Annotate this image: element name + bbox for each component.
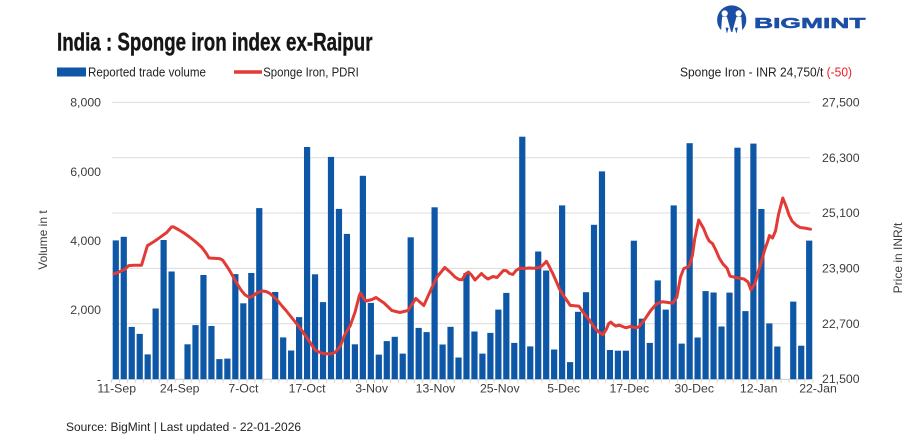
svg-text:6,000: 6,000 xyxy=(70,165,101,179)
svg-text:30-Dec: 30-Dec xyxy=(674,382,714,396)
svg-text:26,300: 26,300 xyxy=(822,151,860,165)
svg-text:8,000: 8,000 xyxy=(70,96,101,110)
svg-text:17-Dec: 17-Dec xyxy=(609,382,649,396)
svg-text:3-Nov: 3-Nov xyxy=(355,382,389,396)
svg-text:Reported trade volume: Reported trade volume xyxy=(88,64,206,79)
svg-text:India : Sponge iron index ex-R: India : Sponge iron index ex-Raipur xyxy=(57,28,373,56)
svg-text:4,000: 4,000 xyxy=(70,234,101,248)
svg-text:Sponge Iron, PDRI: Sponge Iron, PDRI xyxy=(263,64,359,79)
svg-text:22-Jan: 22-Jan xyxy=(799,382,837,396)
svg-text:2,000: 2,000 xyxy=(70,303,101,317)
svg-text:11-Sep: 11-Sep xyxy=(97,382,136,396)
svg-text:25-Nov: 25-Nov xyxy=(480,382,520,396)
svg-text:21,500: 21,500 xyxy=(822,372,860,386)
svg-text:Source: BigMint | Last updated: Source: BigMint | Last updated - 22-01-2… xyxy=(66,420,301,434)
svg-text:27,500: 27,500 xyxy=(822,96,860,110)
svg-text:13-Nov: 13-Nov xyxy=(416,382,456,396)
svg-text:Sponge Iron - INR 24,750/t (-5: Sponge Iron - INR 24,750/t (-50) xyxy=(680,64,852,79)
svg-text:22,700: 22,700 xyxy=(822,317,860,331)
svg-text:25,100: 25,100 xyxy=(822,206,860,220)
svg-text:24-Sep: 24-Sep xyxy=(160,382,200,396)
svg-text:Volume in t: Volume in t xyxy=(36,210,50,270)
svg-text:12-Jan: 12-Jan xyxy=(740,382,778,396)
svg-text:5-Dec: 5-Dec xyxy=(547,382,580,396)
svg-text:-: - xyxy=(97,372,101,386)
svg-text:23,900: 23,900 xyxy=(822,262,860,276)
svg-text:Price in INR/t: Price in INR/t xyxy=(891,222,905,293)
svg-text:BIGMINT: BIGMINT xyxy=(754,15,866,32)
svg-text:7-Oct: 7-Oct xyxy=(228,382,259,396)
svg-text:17-Oct: 17-Oct xyxy=(289,382,326,396)
